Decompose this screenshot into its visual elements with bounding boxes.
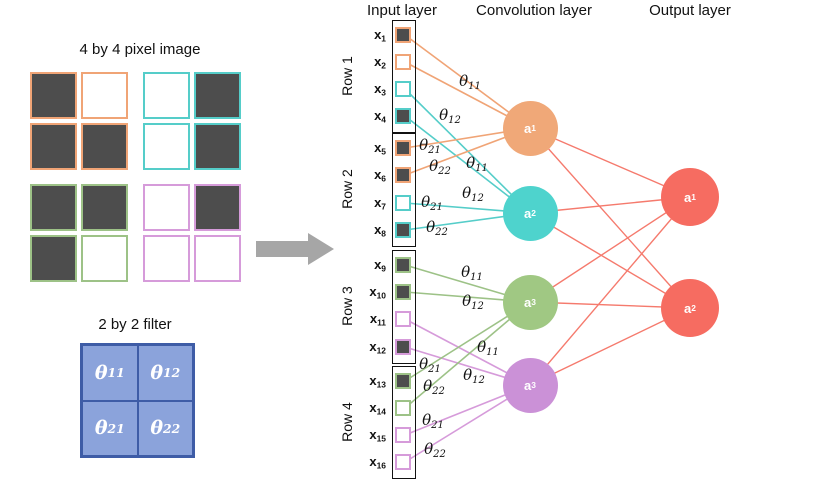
input-label-x5: x5 (374, 140, 386, 157)
edge-weight-label-theta22: θ22 (424, 440, 446, 460)
edge-weight-label-theta22: θ22 (429, 157, 451, 177)
pixel-cell (30, 235, 77, 282)
filter-weight-cell: θ 12 (137, 345, 193, 401)
input-row-box (392, 133, 416, 247)
input-node-x10 (395, 283, 411, 300)
edge-weight-label-theta12: θ12 (462, 184, 484, 204)
input-label-x16: x16 (369, 454, 386, 471)
input-node-x12 (395, 338, 411, 355)
input-row-box (392, 250, 416, 364)
input-node-x15 (395, 426, 411, 443)
input-node-x11 (395, 310, 411, 327)
input-row-box (392, 20, 416, 133)
input-label-x4: x4 (374, 108, 386, 125)
pixel-cell (30, 184, 77, 231)
edge-weight-label-theta22: θ22 (423, 377, 445, 397)
input-node-x3 (395, 80, 411, 97)
input-node-x5 (395, 139, 411, 156)
input-node-x13 (395, 372, 411, 389)
edge-conv-to-output (529, 212, 691, 309)
input-label-x2: x2 (374, 54, 386, 71)
input-label-x3: x3 (374, 81, 386, 98)
input-node-x8 (395, 221, 411, 238)
input-label-x13: x13 (369, 373, 386, 390)
input-label-x10: x10 (369, 284, 386, 301)
input-label-x11: x11 (369, 311, 386, 328)
input-node-x9 (395, 256, 411, 273)
edge-conv-to-output (529, 196, 691, 386)
edge-weight-label-theta12: θ12 (463, 366, 485, 386)
input-label-x9: x9 (374, 257, 386, 274)
input-node-x6 (395, 166, 411, 183)
pixel-cell (143, 184, 190, 231)
pixel-cell (194, 72, 241, 119)
edge-weight-label-theta21: θ21 (421, 193, 443, 213)
flatten-arrow-head (308, 233, 334, 265)
input-label-x7: x7 (374, 195, 386, 212)
pixel-cell (143, 123, 190, 170)
edge-weight-label-theta11: θ11 (477, 338, 499, 358)
input-label-x8: x8 (374, 222, 386, 239)
edge-conv-to-output (529, 196, 691, 303)
input-label-x12: x12 (369, 339, 386, 356)
pixel-cell (30, 123, 77, 170)
edge-weight-label-theta12: θ12 (439, 106, 461, 126)
filter-weight-cell: θ 22 (137, 400, 193, 456)
pixel-cell (194, 123, 241, 170)
pixel-cell (81, 123, 128, 170)
convolution-layer-header: Convolution layer (476, 2, 592, 19)
pixel-image-title: 4 by 4 pixel image (79, 41, 201, 58)
flatten-arrow (256, 241, 309, 257)
input-node-x16 (395, 453, 411, 470)
input-label-x6: x6 (374, 167, 386, 184)
pixel-cell (81, 72, 128, 119)
edge-weight-label-theta11: θ11 (466, 154, 488, 174)
pixel-cell (143, 72, 190, 119)
edge-weight-label-theta22: θ22 (426, 218, 448, 238)
input-node-x7 (395, 194, 411, 211)
filter-grid: θ 11 θ 12 θ 21 θ 22 (80, 343, 195, 458)
input-label-x14: x14 (369, 400, 386, 417)
output-layer-header: Output layer (649, 2, 731, 19)
edge-weight-label-theta21: θ21 (419, 355, 441, 375)
edge-weight-label-theta21: θ21 (422, 411, 444, 431)
edge-weight-label-theta11: θ11 (459, 72, 481, 92)
input-node-x14 (395, 399, 411, 416)
input-node-x4 (395, 107, 411, 124)
filter-weight-cell: θ 21 (82, 400, 138, 456)
pixel-cell (143, 235, 190, 282)
pixel-cell (30, 72, 77, 119)
edge-weight-label-theta21: θ21 (419, 136, 441, 156)
edge-weight-label-theta12: θ12 (462, 292, 484, 312)
input-label-x1: x1 (374, 27, 386, 44)
pixel-cell (81, 184, 128, 231)
filter-title: 2 by 2 filter (98, 316, 172, 333)
filter-weight-cell: θ 11 (82, 345, 138, 401)
input-layer-header: Input layer (366, 2, 438, 19)
pixel-cell (81, 235, 128, 282)
input-label-x15: x15 (369, 427, 386, 444)
edge-conv-to-output (529, 127, 691, 309)
edge-weight-label-theta11: θ11 (461, 263, 483, 283)
input-node-x1 (395, 26, 411, 43)
input-node-x2 (395, 53, 411, 70)
pixel-cell (194, 235, 241, 282)
pixel-cell (194, 184, 241, 231)
